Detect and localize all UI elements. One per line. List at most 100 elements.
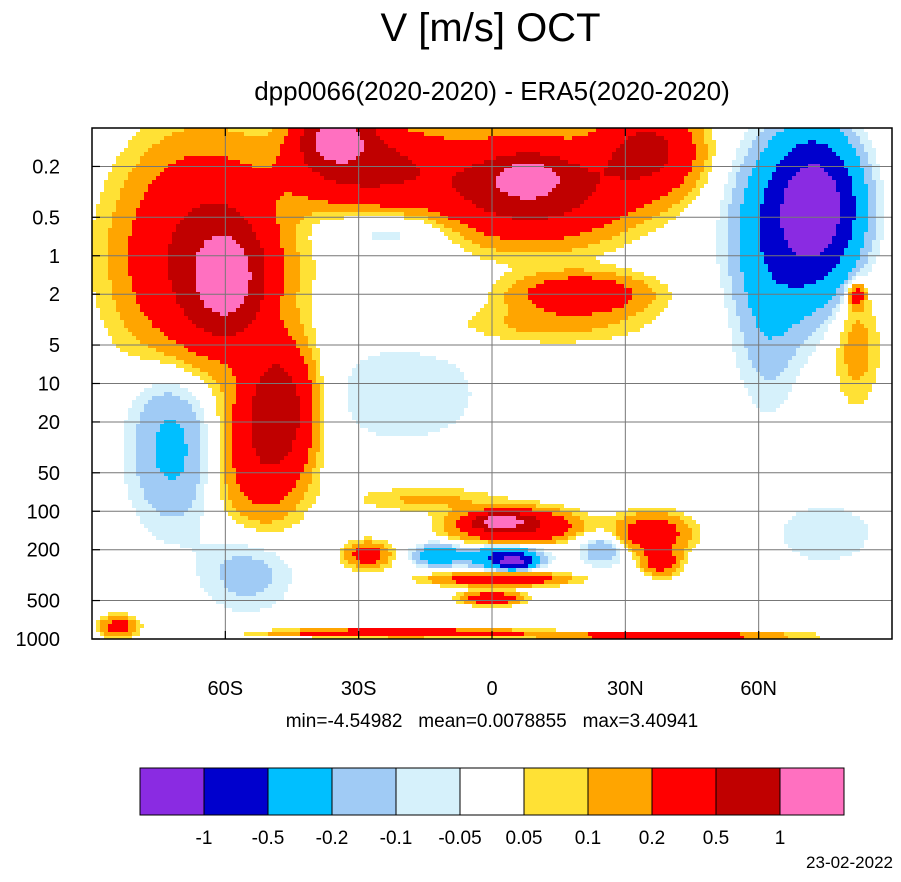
field-cell — [800, 172, 804, 176]
field-cell — [468, 148, 472, 152]
field-cell — [488, 136, 492, 140]
field-cell — [260, 160, 264, 164]
field-cell — [612, 148, 616, 152]
field-cell — [836, 128, 840, 132]
field-cell — [388, 180, 392, 184]
field-cell — [232, 172, 236, 176]
field-cell — [736, 224, 740, 228]
field-cell — [752, 228, 756, 232]
field-cell — [392, 156, 396, 160]
field-cell — [876, 180, 880, 184]
field-cell — [128, 196, 132, 200]
field-cell — [136, 236, 140, 240]
field-cell — [432, 156, 436, 160]
field-cell — [500, 176, 504, 180]
field-cell — [624, 224, 628, 228]
field-cell — [636, 216, 640, 220]
field-cell — [188, 132, 192, 136]
field-cell — [548, 224, 552, 228]
field-cell — [832, 160, 836, 164]
field-cell — [508, 160, 512, 164]
field-cell — [856, 132, 860, 136]
field-cell — [164, 160, 168, 164]
field-cell — [568, 144, 572, 148]
field-cell — [356, 160, 360, 164]
field-cell — [352, 180, 356, 184]
field-cell — [684, 140, 688, 144]
field-cell — [516, 224, 520, 228]
field-cell — [308, 148, 312, 152]
field-cell — [636, 160, 640, 164]
field-cell — [124, 184, 128, 188]
field-cell — [504, 180, 508, 184]
field-cell — [428, 168, 432, 172]
field-cell — [124, 160, 128, 164]
field-cell — [836, 136, 840, 140]
field-cell — [336, 212, 340, 216]
field-cell — [368, 160, 372, 164]
field-cell — [868, 172, 872, 176]
field-cell — [736, 232, 740, 236]
field-cell — [840, 228, 844, 232]
field-cell — [140, 144, 144, 148]
field-cell — [204, 208, 208, 212]
field-cell — [540, 132, 544, 136]
field-cell — [128, 156, 132, 160]
field-cell — [308, 188, 312, 192]
field-cell — [668, 184, 672, 188]
field-cell — [128, 216, 132, 220]
field-cell — [464, 232, 468, 236]
field-cell — [672, 188, 676, 192]
field-cell — [844, 228, 848, 232]
field-cell — [124, 236, 128, 240]
field-cell — [552, 208, 556, 212]
field-cell — [176, 236, 180, 240]
field-cell — [444, 148, 448, 152]
field-cell — [796, 200, 800, 204]
field-cell — [324, 212, 328, 216]
field-cell — [848, 184, 852, 188]
field-cell — [520, 208, 524, 212]
field-cell — [172, 192, 176, 196]
field-cell — [240, 184, 244, 188]
field-cell — [292, 172, 296, 176]
field-cell — [188, 128, 192, 132]
field-cell — [632, 220, 636, 224]
field-cell — [764, 228, 768, 232]
field-cell — [284, 200, 288, 204]
field-cell — [496, 192, 500, 196]
field-cell — [576, 220, 580, 224]
field-cell — [480, 128, 484, 132]
field-cell — [116, 176, 120, 180]
field-cell — [200, 180, 204, 184]
field-cell — [552, 144, 556, 148]
field-cell — [188, 140, 192, 144]
field-cell — [592, 236, 596, 240]
field-cell — [300, 156, 304, 160]
field-cell — [520, 176, 524, 180]
field-cell — [292, 192, 296, 196]
field-cell — [588, 192, 592, 196]
field-cell — [440, 184, 444, 188]
field-cell — [604, 192, 608, 196]
field-cell — [532, 132, 536, 136]
field-cell — [600, 172, 604, 176]
field-cell — [184, 216, 188, 220]
field-cell — [500, 232, 504, 236]
field-cell — [228, 184, 232, 188]
field-cell — [160, 144, 164, 148]
field-cell — [236, 136, 240, 140]
field-cell — [740, 140, 744, 144]
field-cell — [420, 184, 424, 188]
field-cell — [248, 204, 252, 208]
field-cell — [468, 128, 472, 132]
field-cell — [272, 128, 276, 132]
field-cell — [320, 156, 324, 160]
field-cell — [396, 132, 400, 136]
field-cell — [336, 148, 340, 152]
field-cell — [452, 144, 456, 148]
field-cell — [388, 232, 392, 236]
field-cell — [484, 196, 488, 200]
field-cell — [632, 172, 636, 176]
field-cell — [804, 188, 808, 192]
